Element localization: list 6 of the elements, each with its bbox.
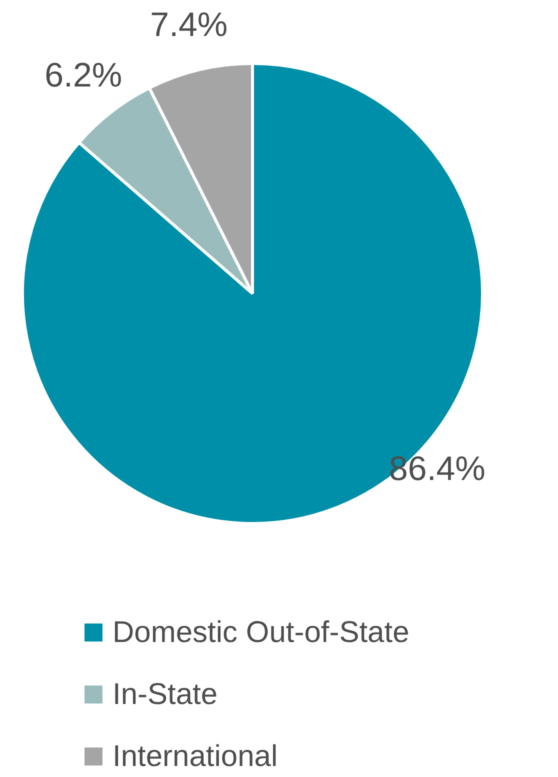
legend-label: In-State — [112, 678, 218, 711]
data-label: 86.4% — [389, 450, 486, 488]
legend-label: Domestic Out-of-State — [112, 616, 410, 649]
data-label: 7.4% — [150, 6, 228, 44]
data-label: 6.2% — [44, 56, 122, 94]
legend-label: International — [112, 740, 278, 773]
